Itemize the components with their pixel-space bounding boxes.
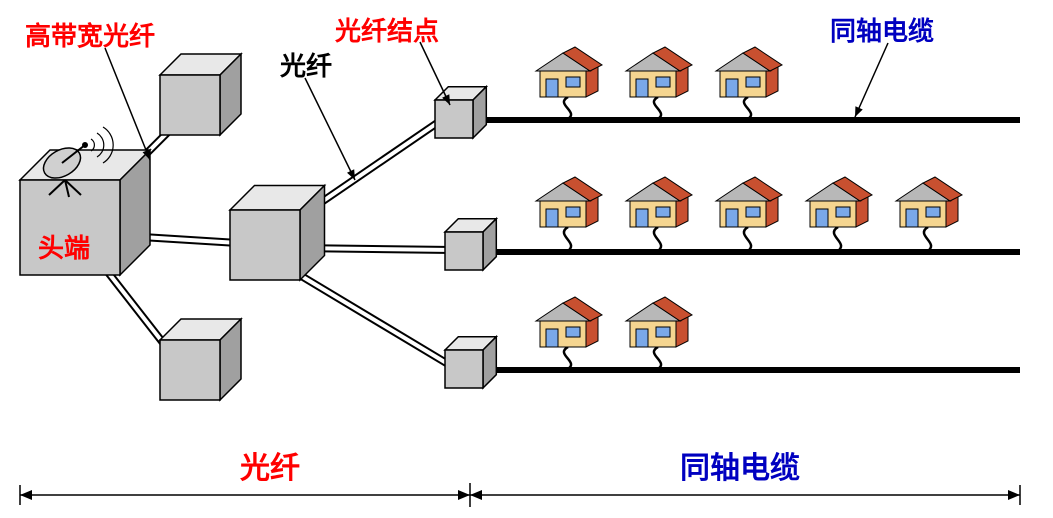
label-fiber-node: 光纤结点: [334, 16, 439, 46]
label-fiber: 光纤: [279, 51, 332, 81]
fiber-node: [445, 219, 496, 270]
label-headend: 头端: [38, 233, 90, 263]
fiber-node: [445, 337, 496, 388]
label-high-bandwidth-fiber: 高带宽光纤: [25, 21, 155, 51]
hfc-network-diagram: 高带宽光纤光纤光纤结点同轴电缆光纤同轴电缆头端: [0, 0, 1053, 518]
label-coax-cable: 同轴电缆: [830, 16, 934, 46]
label-coax-section: 同轴电缆: [680, 452, 800, 485]
distribution-node: [230, 186, 325, 281]
label-fiber-section: 光纤: [240, 452, 300, 485]
distribution-node: [160, 319, 241, 400]
distribution-node: [160, 54, 241, 135]
fiber-node: [435, 87, 486, 138]
